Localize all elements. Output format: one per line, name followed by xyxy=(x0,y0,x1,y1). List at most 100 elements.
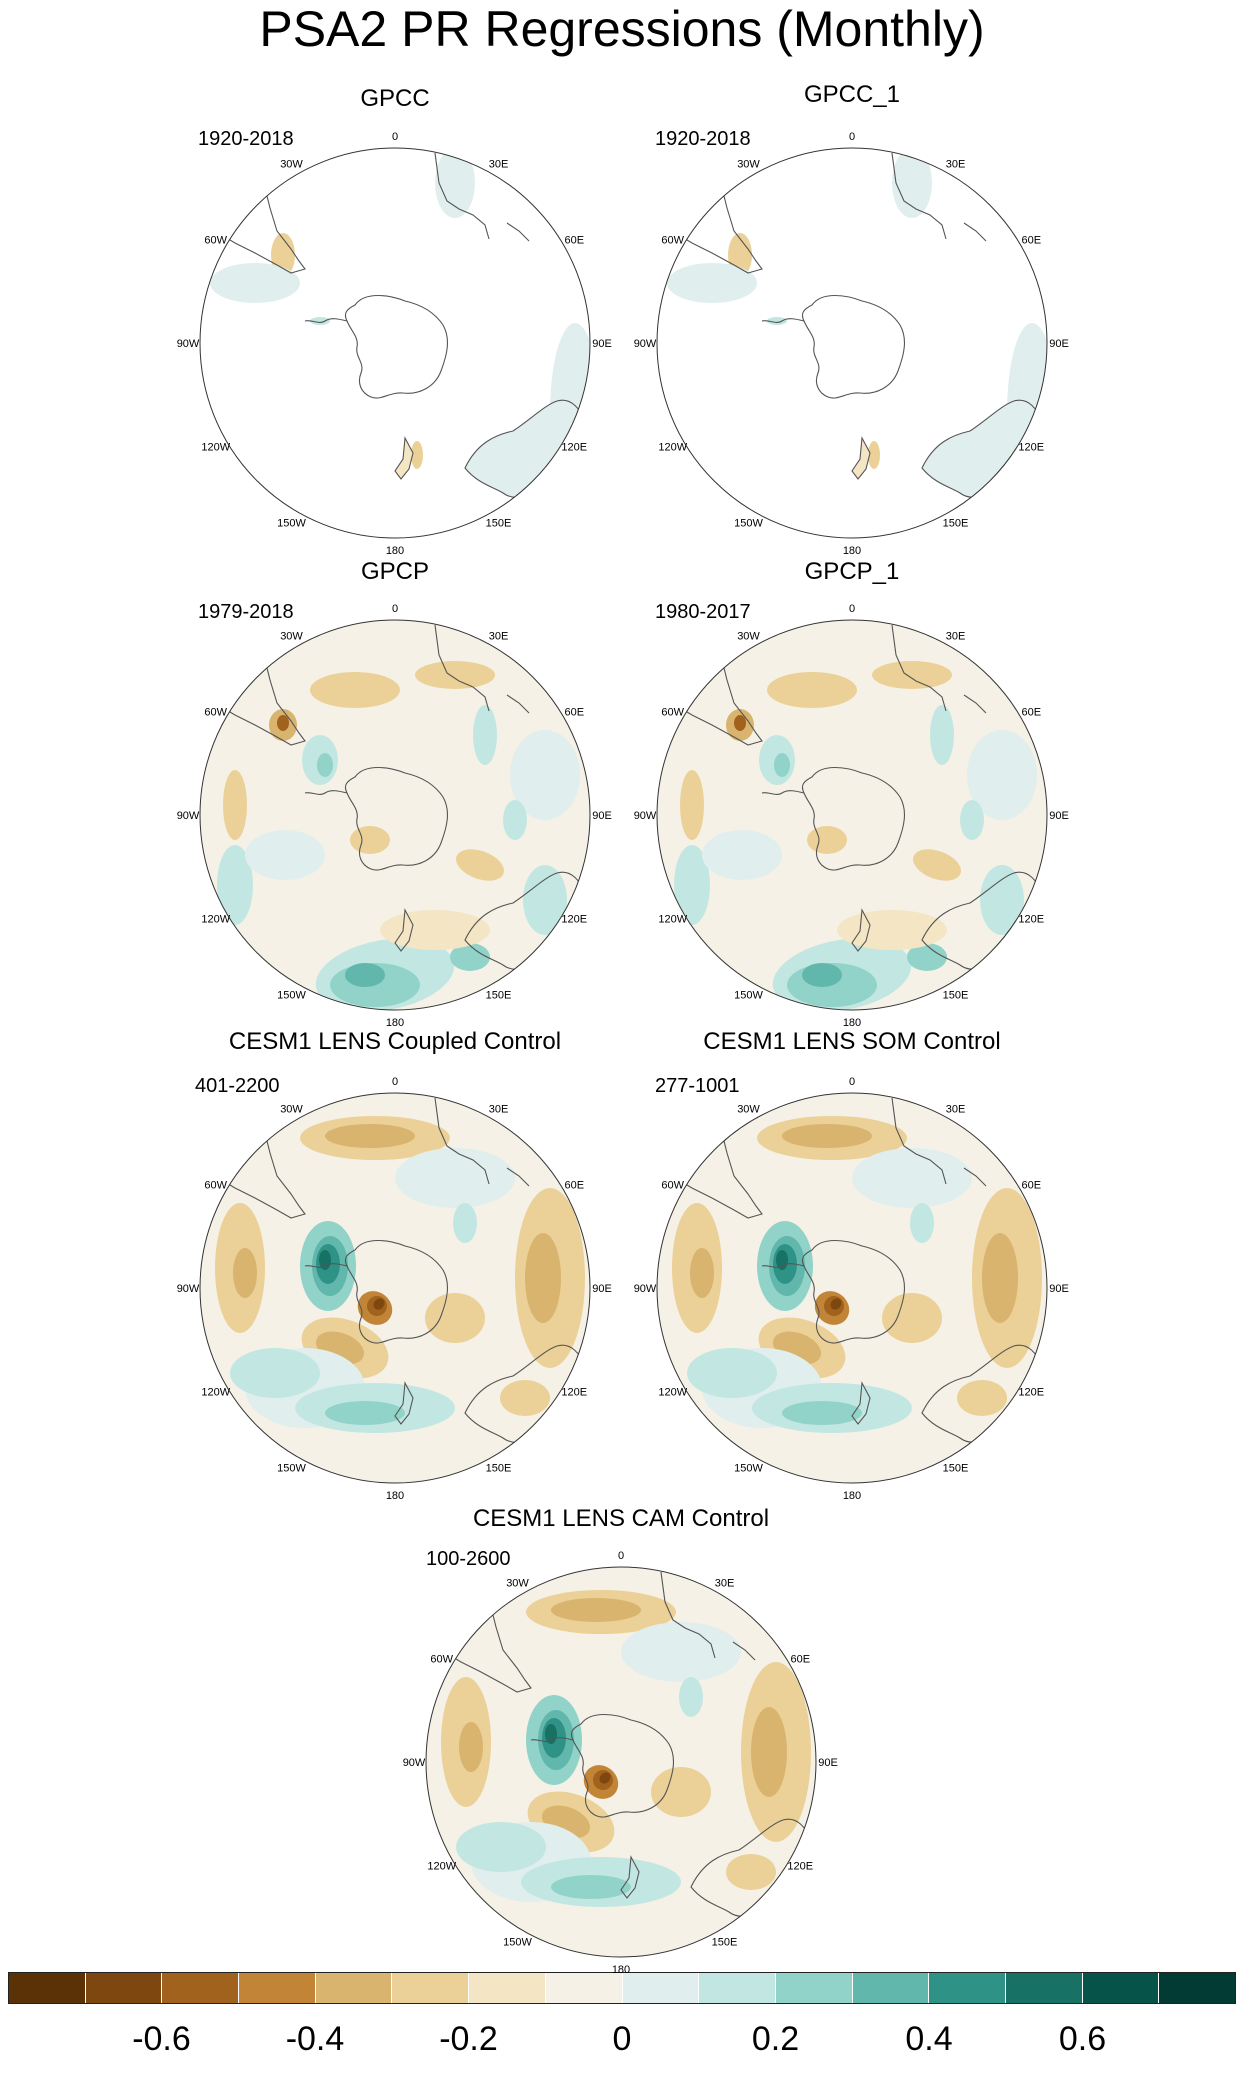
polar-map: 0 30E 60E 90E 120E 150E 180 150W 120W 90W 60W 30W xyxy=(177,131,612,557)
map-panel: 0 30E 60E 90E 120E 150E 180 150W 120W 90W 60W 30W xyxy=(165,1058,625,1518)
longitude-label: 90W xyxy=(177,810,200,822)
longitude-label: 90E xyxy=(818,1757,838,1769)
coastline-peninsula xyxy=(530,1737,574,1742)
longitude-label: 150E xyxy=(486,517,512,529)
coastline-peninsula xyxy=(304,790,348,795)
colorbar-tick-label: -0.4 xyxy=(285,2020,345,2058)
contour-blob xyxy=(551,1875,631,1899)
longitude-label: 30E xyxy=(489,1104,509,1116)
longitude-label: 90E xyxy=(1049,338,1069,350)
colorbar xyxy=(8,1972,1236,2004)
longitude-label: 30W xyxy=(506,1578,529,1590)
contour-blob xyxy=(651,1767,711,1817)
coastline-africa xyxy=(660,1571,716,1659)
longitude-label: 60E xyxy=(790,1654,810,1666)
longitude-label: 30E xyxy=(489,159,509,171)
map-boundary xyxy=(425,1566,817,1958)
coastline-madag xyxy=(963,694,987,714)
coastline-nz xyxy=(394,908,414,952)
coastline-nz xyxy=(851,436,871,480)
contour-blob xyxy=(872,661,952,689)
contour-blob xyxy=(277,715,289,731)
longitude-label: 90E xyxy=(592,338,612,350)
longitude-label: 60E xyxy=(564,1180,584,1192)
map-panel: 0 30E 60E 90E 120E 150E 180 150W 120W 90W 60W 30W xyxy=(391,1532,851,1992)
colorbar-box xyxy=(775,1973,853,2003)
longitude-label: 60E xyxy=(564,235,584,247)
coastline-africa xyxy=(891,1097,947,1185)
longitude-label: 30W xyxy=(280,1104,303,1116)
colorbar-box xyxy=(1005,1973,1083,2003)
panel-title: GPCC_1 xyxy=(803,81,901,108)
longitude-label: 120E xyxy=(1018,1387,1044,1399)
panel-title: CESM1 LENS Coupled Control xyxy=(228,1028,562,1055)
longitude-label: 60W xyxy=(430,1654,453,1666)
longitude-label: 30W xyxy=(737,159,760,171)
longitude-label: 0 xyxy=(618,1550,624,1562)
longitude-label: 180 xyxy=(843,1490,861,1502)
period-label: 1920-2018 xyxy=(198,128,294,150)
contour-blob xyxy=(223,770,247,840)
contour-blob xyxy=(210,263,300,303)
map-boundary xyxy=(199,1092,591,1484)
contour-blob xyxy=(599,1772,611,1784)
longitude-label: 30E xyxy=(946,1104,966,1116)
longitude-label: 120W xyxy=(201,914,230,926)
contour-blob xyxy=(217,845,253,925)
longitude-label: 180 xyxy=(386,1017,404,1029)
contour-blob xyxy=(425,1293,485,1343)
contour-blob xyxy=(380,910,490,950)
coastline-madag xyxy=(506,694,530,714)
polar-map: 0 30E 60E 90E 120E 150E 180 150W 120W 90W 60W 30W xyxy=(634,131,1069,557)
longitude-label: 60E xyxy=(564,707,584,719)
panel-title: CESM1 LENS SOM Control xyxy=(703,1028,1001,1055)
contour-blob xyxy=(473,705,497,765)
contour-blob xyxy=(687,1348,777,1398)
contour-blob xyxy=(345,963,385,987)
longitude-label: 30E xyxy=(715,1578,735,1590)
coastline-antarctica xyxy=(344,766,449,871)
coastline-nz xyxy=(851,1381,871,1425)
contour-blob xyxy=(435,148,475,218)
contour-blob xyxy=(510,730,580,820)
coastline-samerica xyxy=(661,659,763,746)
panel-title: GPCC xyxy=(360,85,430,112)
coastline-antarctica xyxy=(570,1713,675,1818)
longitude-label: 0 xyxy=(392,603,398,615)
coastline-africa xyxy=(891,624,947,712)
longitude-label: 150E xyxy=(486,989,512,1001)
contour-blob xyxy=(523,865,567,935)
longitude-label: 150W xyxy=(503,1936,532,1948)
contour-blob xyxy=(373,1298,385,1310)
coastline-antarctica xyxy=(801,1239,906,1344)
longitude-label: 150W xyxy=(734,989,763,1001)
coastline-madag xyxy=(963,222,987,242)
contour-blob xyxy=(325,1124,415,1148)
longitude-label: 150W xyxy=(277,1462,306,1474)
coastline-samerica xyxy=(204,187,306,274)
polar-map: 0 30E 60E 90E 120E 150E 180 150W 120W 90W 60W 30W xyxy=(634,603,1069,1029)
colorbar-box xyxy=(469,1973,546,2003)
contour-blob xyxy=(325,1401,405,1425)
coastline-peninsula xyxy=(761,1263,805,1268)
contour-blob xyxy=(913,849,961,881)
longitude-label: 0 xyxy=(392,131,398,143)
longitude-label: 60E xyxy=(1021,707,1041,719)
longitude-label: 120E xyxy=(1018,442,1044,454)
colorbar-tick-label: 0 xyxy=(612,2020,632,2058)
longitude-label: 120E xyxy=(561,442,587,454)
contour-blob xyxy=(459,1722,483,1772)
contour-blob xyxy=(767,317,787,325)
contour-blob xyxy=(317,753,333,777)
longitude-label: 180 xyxy=(386,545,404,557)
coastline-madag xyxy=(963,1167,987,1187)
coastline-samerica xyxy=(204,1132,306,1219)
coastline-samerica xyxy=(430,1606,532,1693)
coastline-peninsula xyxy=(761,790,805,795)
contour-blob xyxy=(680,770,704,840)
map-panel: 0 30E 60E 90E 120E 150E 180 150W 120W 90W 60W 30W xyxy=(622,113,1082,573)
colorbar-box xyxy=(1159,1973,1235,2003)
colorbar-box xyxy=(162,1973,240,2003)
coastline-antarctica xyxy=(344,1239,449,1344)
polar-map: 0 30E 60E 90E 120E 150E 180 150W 120W 90W 60W 30W xyxy=(634,1076,1069,1502)
